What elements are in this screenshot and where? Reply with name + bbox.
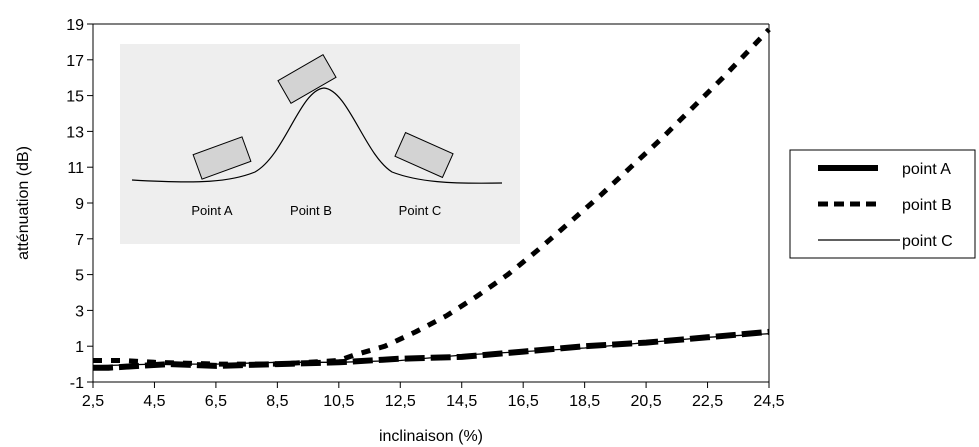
inset-label-point-b: Point B <box>290 203 332 218</box>
inset-diagram: Point A Point B Point C <box>120 44 520 244</box>
x-axis-title: inclinaison (%) <box>379 428 483 445</box>
x-tick-label: 4,5 <box>143 393 165 410</box>
legend: point A point B point C <box>789 149 976 259</box>
y-tick-label: -1 <box>70 375 84 392</box>
x-tick-label: 20,5 <box>631 393 662 410</box>
y-tick-label: 19 <box>66 17 84 34</box>
x-tick-label: 2,5 <box>82 393 104 410</box>
series-line-point-a <box>93 328 770 371</box>
series-layer <box>92 27 771 371</box>
x-tick-label: 16,5 <box>508 393 539 410</box>
x-tick-label: 24,5 <box>753 393 784 410</box>
y-tick-label: 17 <box>66 53 84 70</box>
x-tick-label: 22,5 <box>692 393 723 410</box>
inset-terrain-curve <box>131 87 503 184</box>
x-ticks: 2,5 4,5 6,5 8,5 10,5 12,5 14,5 16,5 18,5 20,5 22,5… <box>82 382 785 410</box>
inset-block-a <box>192 136 252 180</box>
series-line-point-b <box>93 27 771 367</box>
inset-label-point-c: Point C <box>399 203 442 218</box>
x-tick-label: 12,5 <box>385 393 416 410</box>
x-tick-label: 10,5 <box>323 393 354 410</box>
y-tick-label: 1 <box>75 339 84 356</box>
legend-label-point-c: point C <box>902 233 953 250</box>
y-tick-label: 3 <box>75 303 84 320</box>
x-tick-label: 14,5 <box>446 393 477 410</box>
x-tick-label: 8,5 <box>266 393 288 410</box>
legend-label-point-a: point A <box>902 161 951 178</box>
inset-label-point-a: Point A <box>191 203 233 218</box>
legend-label-point-b: point B <box>902 197 952 214</box>
x-tick-label: 6,5 <box>205 393 227 410</box>
y-tick-label: 15 <box>66 89 84 106</box>
inset-block-c <box>394 131 454 179</box>
series-line-point-c <box>92 333 770 367</box>
y-tick-label: 9 <box>75 196 84 213</box>
y-tick-label: 5 <box>75 268 84 285</box>
y-tick-label: 11 <box>67 160 84 177</box>
x-tick-label: 18,5 <box>569 393 600 410</box>
y-tick-label: 13 <box>66 124 84 141</box>
y-tick-label: 7 <box>75 232 84 249</box>
y-axis-title: atténuation (dB) <box>15 146 32 260</box>
inset-block-b <box>277 54 337 104</box>
